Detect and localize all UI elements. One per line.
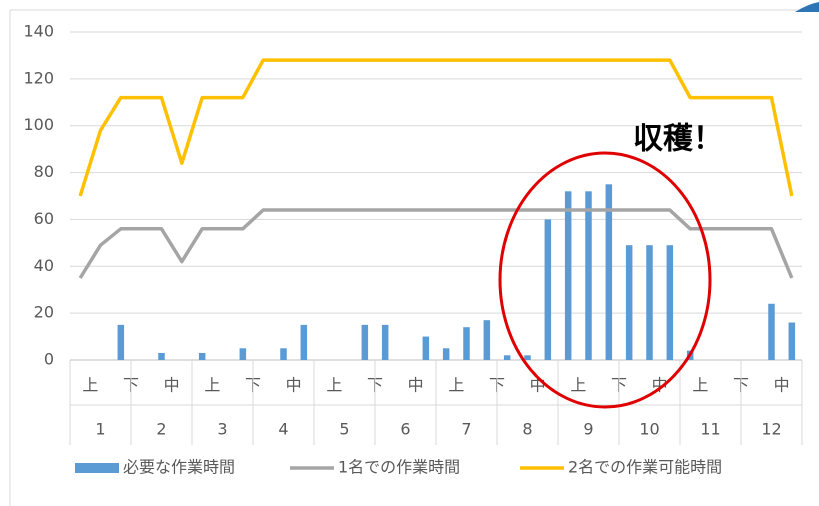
month-label: 9 <box>583 420 593 439</box>
y-tick-label: 120 <box>23 68 54 87</box>
bar <box>666 245 674 360</box>
bar <box>158 352 165 360</box>
y-tick-label: 80 <box>34 162 54 181</box>
bar <box>422 336 430 360</box>
bar <box>646 245 653 360</box>
month-label: 1 <box>95 420 105 439</box>
x-tick-label: 上 <box>82 376 98 395</box>
series-line <box>78 208 794 279</box>
month-label: 2 <box>156 420 166 439</box>
x-tick-label: 中 <box>774 376 790 395</box>
month-label: 7 <box>461 420 471 439</box>
y-tick-label: 140 <box>23 22 54 41</box>
bar <box>280 348 287 360</box>
bar <box>585 191 592 360</box>
bar <box>442 348 450 360</box>
x-tick-label: 中 <box>164 376 180 395</box>
bar <box>524 355 531 360</box>
month-label: 8 <box>522 420 532 439</box>
x-tick-label: 上 <box>204 376 220 395</box>
legend-swatch <box>75 463 119 473</box>
month-label: 12 <box>761 420 781 439</box>
bar <box>544 219 552 360</box>
bar <box>788 322 796 360</box>
y-tick-label: 40 <box>34 256 54 275</box>
legend-label: 必要な作業時間 <box>123 458 235 477</box>
bar <box>564 191 572 360</box>
legend-label: 1名での作業時間 <box>338 458 460 477</box>
bar <box>239 348 247 360</box>
month-label: 10 <box>639 420 659 439</box>
legend-label: 2名での作業可能時間 <box>568 458 722 477</box>
month-label: 6 <box>400 420 410 439</box>
corner-shape <box>795 2 819 12</box>
y-tick-label: 0 <box>44 350 54 369</box>
bar <box>381 324 389 360</box>
bar <box>768 303 775 360</box>
month-label: 4 <box>278 420 288 439</box>
month-label: 5 <box>339 420 349 439</box>
y-tick-label: 100 <box>23 115 54 134</box>
bar <box>361 324 369 360</box>
bar <box>605 184 613 360</box>
bar <box>300 324 308 360</box>
x-tick-label: 中 <box>408 376 424 395</box>
x-tick-label: 上 <box>326 376 342 395</box>
bar <box>117 324 125 360</box>
highlight-ellipse <box>498 151 712 409</box>
bar <box>625 245 633 360</box>
month-label: 3 <box>217 420 227 439</box>
x-tick-label: 上 <box>570 376 586 395</box>
annotation: 収穫！ <box>633 122 723 157</box>
y-tick-label: 60 <box>34 209 54 228</box>
bar <box>483 320 491 360</box>
bar <box>463 327 470 360</box>
plot: 020406080100120140上下中上下中上下中上下中上下中上下中1 2 3 4… <box>23 22 803 477</box>
x-tick-label: 上 <box>692 376 708 395</box>
x-tick-label: 上 <box>448 376 464 395</box>
month-label: 11 <box>700 420 720 439</box>
y-tick-label: 20 <box>34 303 54 322</box>
bar <box>198 352 206 360</box>
bar <box>503 355 511 360</box>
series-line <box>78 58 794 197</box>
x-tick-label: 中 <box>286 376 302 395</box>
